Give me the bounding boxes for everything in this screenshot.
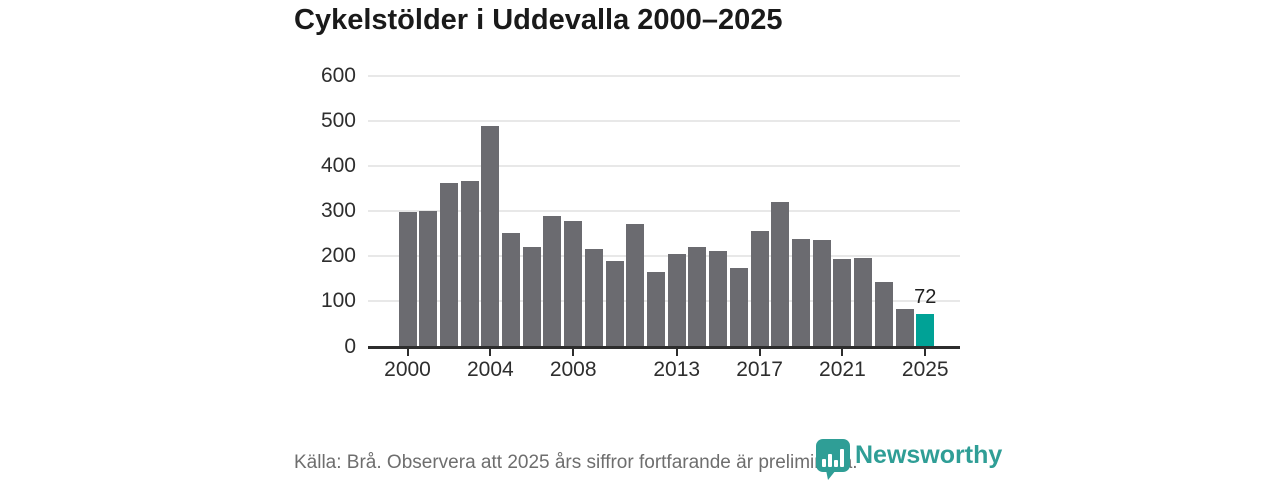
source-note: Källa: Brå. Observera att 2025 års siffr…: [294, 452, 858, 473]
y-axis-tick-label: 300: [320, 199, 356, 223]
bar-2002: [439, 182, 458, 347]
gridline-y-300: [368, 210, 960, 213]
highlight-value-label: 72: [914, 285, 937, 308]
x-axis-tick-label: 2000: [384, 357, 431, 381]
gridline-y-200: [368, 255, 960, 258]
bar-2001: [419, 210, 438, 347]
x-axis-tick-2000: [406, 348, 409, 356]
bar-2000: [398, 212, 417, 347]
newsworthy-bar-chart-bubble-icon: [815, 438, 852, 480]
x-axis-tick-2008: [572, 348, 575, 356]
y-axis-tick-label: 200: [320, 244, 356, 268]
x-axis-tick-label: 2004: [466, 357, 514, 381]
bar-2009: [584, 249, 603, 347]
bar-2003: [460, 181, 479, 347]
y-axis-tick-label: 100: [320, 289, 356, 313]
y-axis-tick-label: 0: [344, 334, 356, 358]
bar-2023: [874, 281, 893, 347]
bar-2005: [502, 233, 521, 347]
bar-2024: [895, 309, 914, 347]
chart-title: Cykelstölder i Uddevalla 2000–2025: [294, 4, 783, 36]
bar-2020: [812, 239, 831, 347]
gridline-y-600: [368, 74, 960, 77]
bar-2012: [647, 272, 666, 347]
gridline-y-400: [368, 164, 960, 167]
x-axis-tick-2004: [489, 348, 492, 356]
y-axis-tick-label: 400: [320, 153, 356, 177]
bar-2007: [543, 216, 562, 347]
x-axis-tick-label: 2021: [819, 357, 866, 381]
x-axis-tick-2017: [758, 348, 761, 356]
bar-2018: [771, 201, 790, 347]
bar-2006: [522, 246, 541, 347]
gridline-y-500: [368, 119, 960, 122]
x-axis-tick-2025: [924, 348, 927, 356]
bar-2013: [667, 254, 686, 347]
bar-2021: [833, 258, 852, 347]
bar-2008: [564, 221, 583, 347]
x-axis-tick-2021: [841, 348, 844, 356]
y-axis-tick-label: 600: [320, 63, 356, 87]
bar-2022: [854, 257, 873, 347]
newsworthy-logo[interactable]: Newsworthy: [815, 438, 1002, 480]
bar-2017: [750, 230, 769, 347]
bar-2014: [688, 246, 707, 347]
bar-2004: [481, 125, 500, 347]
x-axis-tick-2013: [675, 348, 678, 356]
bar-2015: [709, 251, 728, 347]
x-axis-tick-label: 2025: [901, 357, 949, 381]
bar-2016: [729, 268, 748, 347]
newsworthy-wordmark: Newsworthy: [855, 441, 1003, 469]
bar-2010: [605, 260, 624, 347]
x-axis-tick-label: 2013: [653, 357, 701, 381]
x-axis-line: [368, 345, 960, 349]
y-axis-tick-label: 500: [320, 108, 356, 132]
x-axis-tick-label: 2017: [736, 357, 783, 381]
x-axis-tick-label: 2008: [549, 357, 597, 381]
bar-2011: [626, 224, 645, 347]
bar-2025: [916, 313, 935, 347]
bar-2019: [791, 238, 810, 347]
